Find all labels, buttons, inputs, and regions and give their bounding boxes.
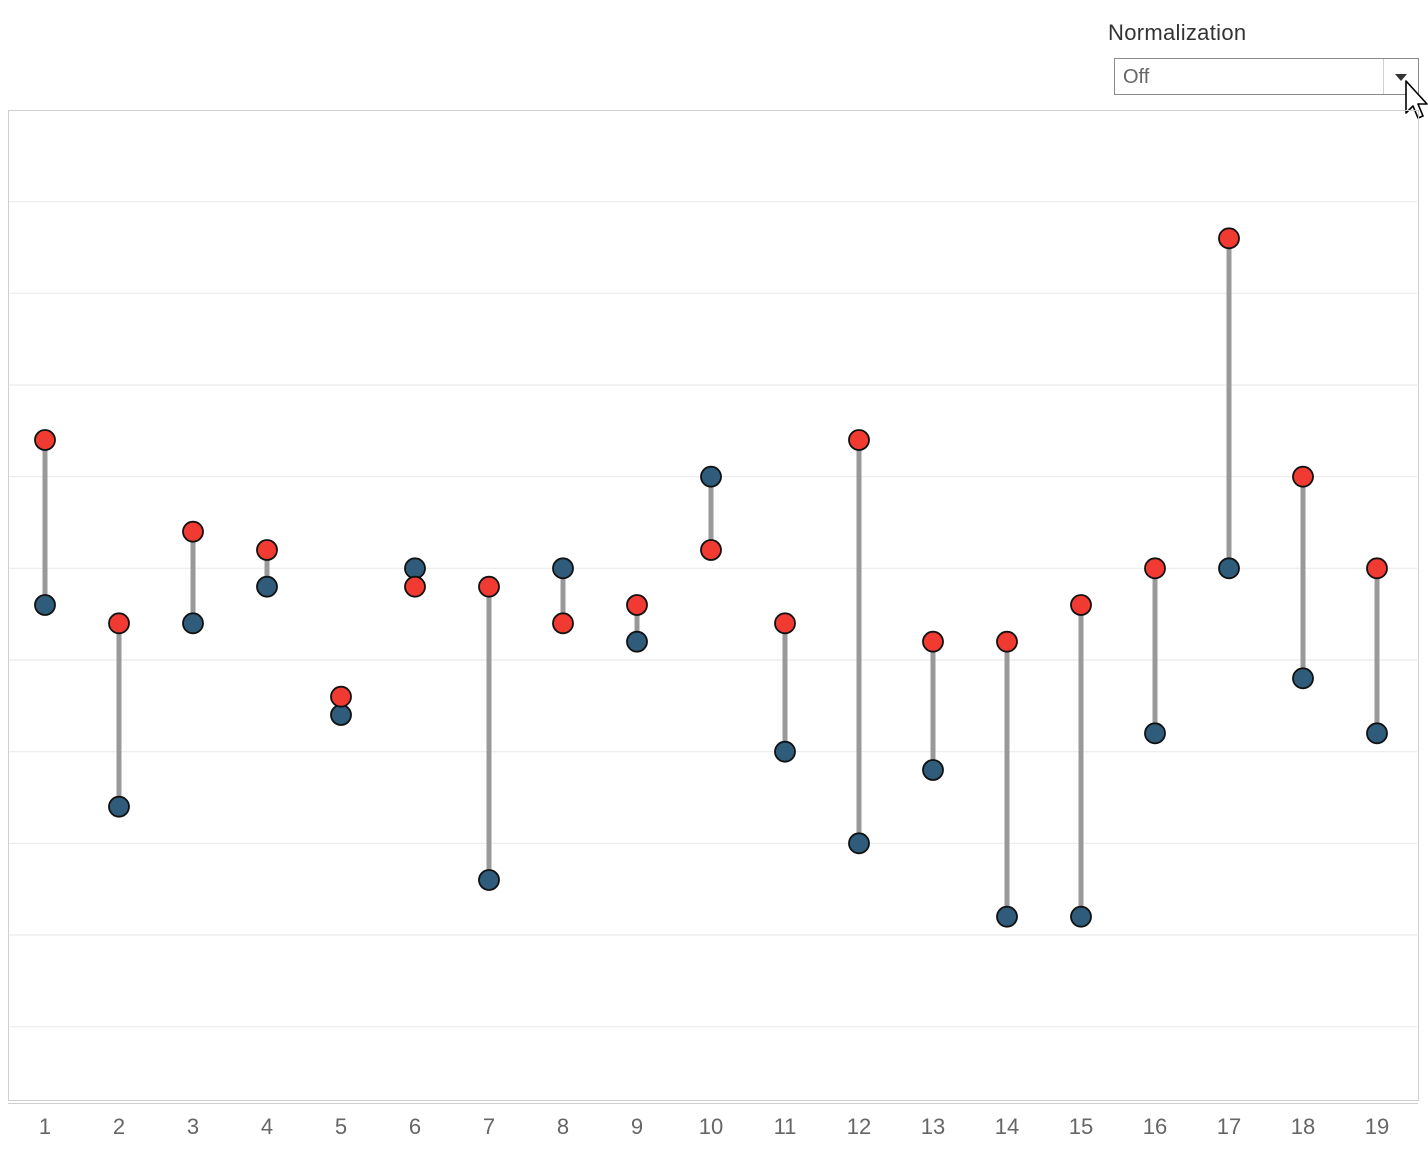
x-tick-label: 13: [921, 1114, 945, 1139]
x-tick-label: 19: [1365, 1114, 1389, 1139]
x-tick-label: 8: [557, 1114, 569, 1139]
data-point-red[interactable]: [1366, 557, 1388, 580]
data-point-red[interactable]: [1144, 557, 1166, 580]
data-point-blue[interactable]: [182, 612, 204, 635]
x-tick-label: 6: [409, 1114, 421, 1139]
data-point-blue[interactable]: [1144, 722, 1166, 745]
data-point-red[interactable]: [700, 539, 722, 561]
x-axis: 1 2 3 4 5 6 7 8 9 10 11 12 13 14 15 16 17 18 19: [8, 1103, 1418, 1139]
dropdown-button[interactable]: [1383, 59, 1418, 94]
x-tick-label: 11: [774, 1114, 797, 1139]
data-point-blue[interactable]: [626, 630, 648, 653]
data-point-blue[interactable]: [108, 795, 130, 818]
data-point-red[interactable]: [626, 594, 648, 616]
data-point-blue[interactable]: [1292, 667, 1314, 690]
data-point-red[interactable]: [848, 429, 870, 451]
data-point-red[interactable]: [774, 612, 796, 635]
data-point-blue[interactable]: [996, 905, 1018, 928]
data-point-blue[interactable]: [256, 575, 278, 598]
x-tick-label: 15: [1069, 1114, 1093, 1139]
x-tick-label: 16: [1143, 1114, 1167, 1139]
data-point-red[interactable]: [108, 612, 130, 635]
x-tick-label: 12: [847, 1114, 871, 1139]
x-tick-label: 5: [335, 1114, 347, 1139]
data-point-red[interactable]: [552, 612, 574, 635]
data-point-blue[interactable]: [922, 759, 944, 781]
data-point-blue[interactable]: [1218, 557, 1240, 580]
data-point-blue[interactable]: [404, 557, 426, 580]
data-points: [34, 227, 1388, 928]
data-point-blue[interactable]: [774, 740, 796, 763]
mouse-pointer-icon: [1405, 80, 1428, 119]
data-point-red[interactable]: [1218, 227, 1240, 250]
data-point-blue[interactable]: [34, 594, 56, 616]
data-point-red[interactable]: [404, 575, 426, 598]
x-tick-label: 7: [483, 1114, 495, 1139]
data-point-blue[interactable]: [552, 557, 574, 580]
x-tick-label: 4: [261, 1114, 273, 1139]
x-tick-label: 3: [187, 1114, 199, 1139]
data-point-red[interactable]: [330, 685, 352, 708]
x-tick-label: 17: [1217, 1114, 1241, 1139]
data-point-red[interactable]: [922, 630, 944, 653]
normalization-dropdown[interactable]: Off: [1114, 58, 1419, 95]
x-tick-label: 14: [995, 1114, 1019, 1139]
data-point-red[interactable]: [256, 539, 278, 561]
data-point-blue[interactable]: [478, 869, 500, 891]
x-tick-label: 1: [39, 1114, 51, 1139]
data-point-red[interactable]: [1070, 594, 1092, 616]
chart-frame: [8, 110, 1419, 1101]
x-tick-label: 10: [699, 1114, 723, 1139]
data-point-blue[interactable]: [700, 465, 722, 488]
normalization-filter-label: Normalization: [1108, 20, 1247, 45]
data-point-red[interactable]: [996, 630, 1018, 653]
data-point-red[interactable]: [182, 520, 204, 543]
data-point-blue[interactable]: [1366, 722, 1388, 745]
chevron-down-icon: [1395, 74, 1407, 81]
data-point-blue[interactable]: [848, 832, 870, 855]
data-point-blue[interactable]: [1070, 905, 1092, 928]
data-point-red[interactable]: [1292, 465, 1314, 488]
gridlines: [9, 201, 1417, 1028]
normalization-selected-value: Off: [1123, 66, 1150, 88]
x-tick-label: 2: [113, 1114, 125, 1139]
connector-lines: [42, 238, 1380, 917]
data-point-blue[interactable]: [330, 704, 352, 726]
data-point-red[interactable]: [34, 429, 56, 451]
x-tick-label: 9: [631, 1114, 643, 1139]
x-tick-label: 18: [1291, 1114, 1315, 1139]
data-point-red[interactable]: [478, 575, 500, 598]
